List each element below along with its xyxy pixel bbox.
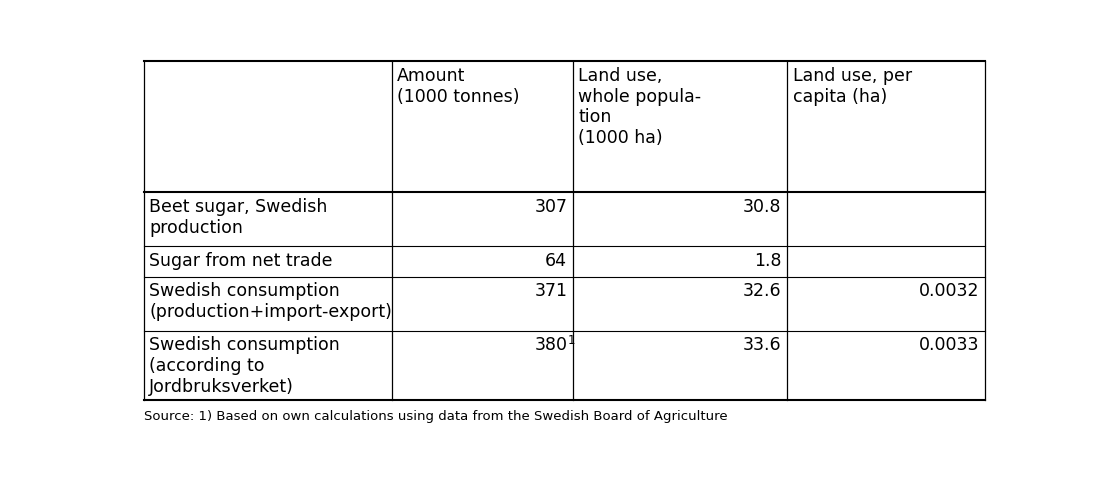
Text: 0.0032: 0.0032 [918,282,979,300]
Text: 0.0033: 0.0033 [918,336,979,354]
Text: 1.8: 1.8 [754,252,782,270]
Text: 64: 64 [545,252,567,270]
Text: Amount
(1000 tonnes): Amount (1000 tonnes) [397,67,520,106]
Text: 33.6: 33.6 [743,336,782,354]
Text: 1: 1 [567,334,575,347]
Text: 380: 380 [534,336,567,354]
Text: Land use,
whole popula-
tion
(1000 ha): Land use, whole popula- tion (1000 ha) [578,67,701,147]
Text: Swedish consumption
(according to
Jordbruksverket): Swedish consumption (according to Jordbr… [150,336,340,396]
Text: 307: 307 [534,198,567,216]
Text: 30.8: 30.8 [743,198,782,216]
Text: Swedish consumption
(production+import-export): Swedish consumption (production+import-e… [150,282,392,321]
Text: Sugar from net trade: Sugar from net trade [150,252,333,270]
Text: Beet sugar, Swedish
production: Beet sugar, Swedish production [150,198,328,237]
Text: 32.6: 32.6 [743,282,782,300]
Text: Land use, per
capita (ha): Land use, per capita (ha) [793,67,912,106]
Text: Source: 1) Based on own calculations using data from the Swedish Board of Agricu: Source: 1) Based on own calculations usi… [144,410,728,423]
Text: 371: 371 [534,282,567,300]
